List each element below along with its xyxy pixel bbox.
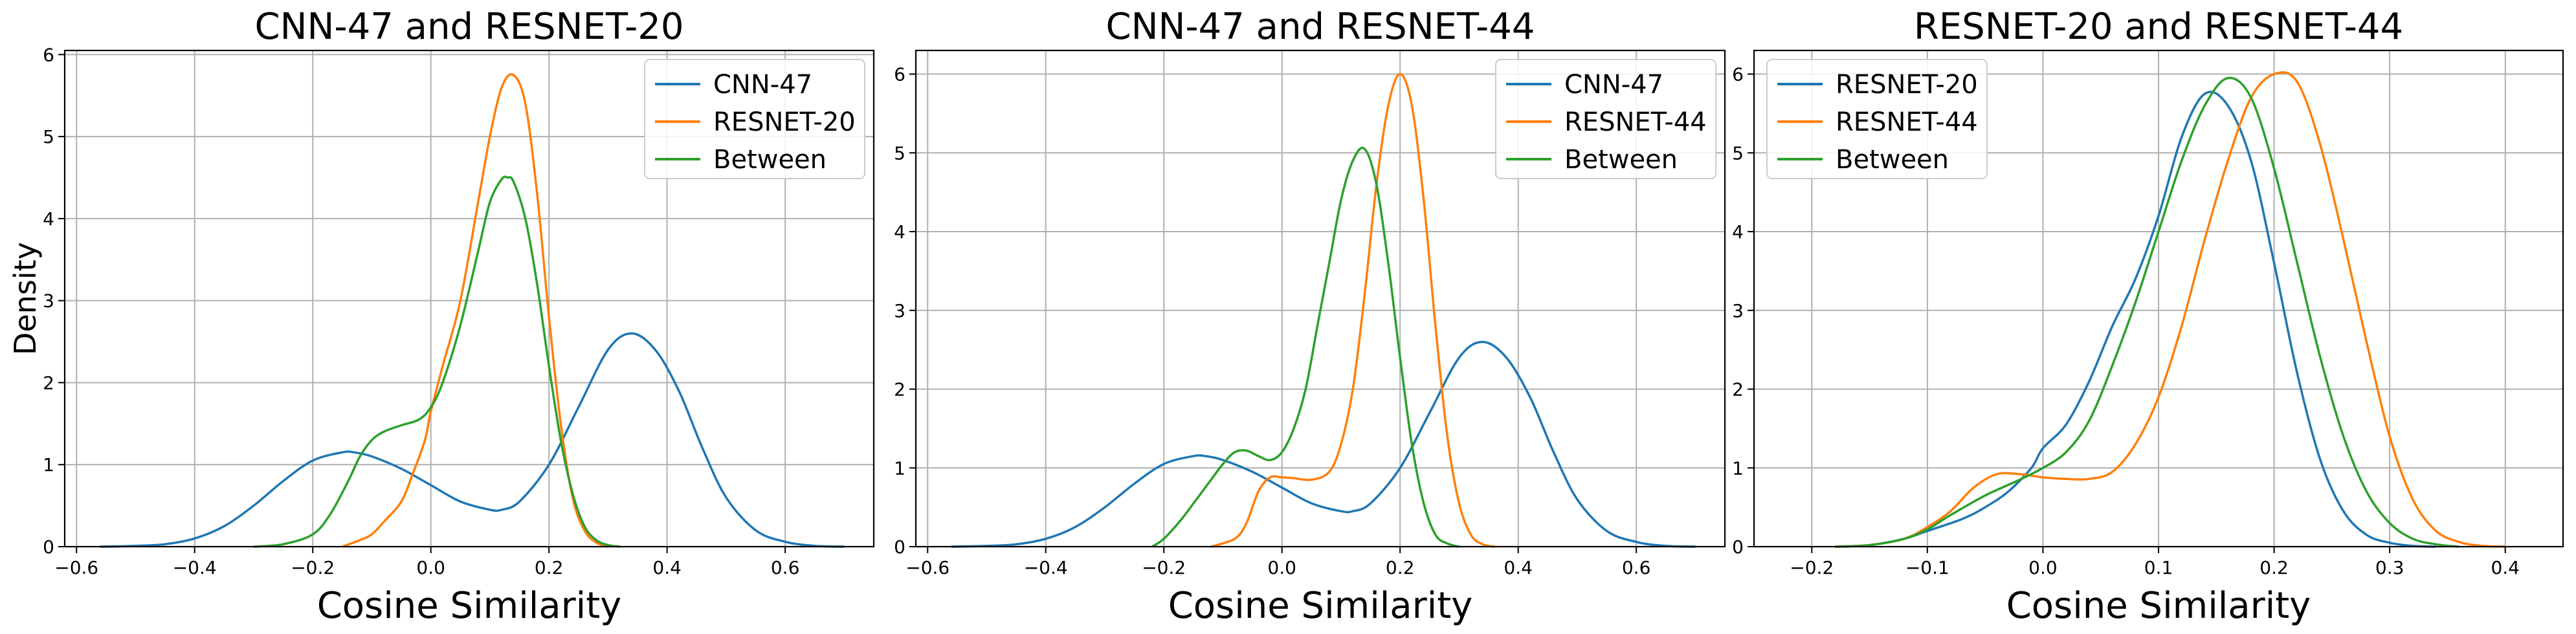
legend: CNN-47 RESNET-20 Between [644,59,865,179]
y-axis-label: Density [8,242,43,355]
series-line-between [1151,146,1460,548]
x-axis-label: Cosine Similarity [2006,585,2311,627]
x-tick-label: 0.4 [2491,557,2520,578]
chart-panel: −0.2 −0.1 0.0 0.1 0.2 0.3 0.4 0 1 2 3 4 5 6 RESNET-20 … [1732,6,2564,627]
legend-label: Between [713,145,827,175]
series-line-resnet-44 [1834,71,2505,548]
x-tick-label: −0.4 [173,557,217,578]
x-tick-label: 0.1 [2144,557,2173,578]
y-tick-label: 4 [894,221,905,243]
legend-box [1495,59,1716,179]
y-tick-label: 6 [1732,64,1744,85]
chart-panel: −0.6 −0.4 −0.2 0.0 0.2 0.4 0.6 0 1 2 3 4 5 6 CNN-47 an… [8,6,875,627]
y-tick-label: 1 [894,457,905,479]
y-tick-label: 4 [43,208,54,230]
x-tick-label: −0.4 [1024,557,1068,578]
legend-box [1766,59,1988,179]
x-tick-label: 0.6 [1622,557,1651,578]
legend: RESNET-20 RESNET-44 Between [1766,59,1988,179]
x-tick-label: 0.0 [2028,557,2058,578]
x-tick-label: 0.3 [2375,557,2404,578]
y-tick-label: 5 [1732,142,1744,164]
x-tick-label: 0.0 [416,557,445,578]
x-tick-label: −0.6 [54,557,98,578]
x-tick-label: 0.6 [771,557,800,578]
y-tick-label: 1 [1732,457,1744,479]
y-tick-label: 0 [43,536,54,558]
x-tick-label: −0.2 [291,557,335,578]
y-tick-label: 2 [1732,379,1744,400]
legend-box [644,59,865,179]
x-axis-label: Cosine Similarity [317,585,622,627]
chart-title: CNN-47 and RESNET-44 [1106,6,1535,48]
series-line-between [1834,76,2459,548]
series-line-between [253,175,620,548]
y-tick-label: 2 [43,372,54,393]
series-line-resnet-20 [1834,91,2436,548]
legend-label: RESNET-44 [1836,107,1978,137]
x-tick-label: 0.4 [652,557,682,578]
y-tick-label: 6 [43,44,54,65]
y-tick-label: 2 [894,379,905,400]
x-tick-label: 0.2 [535,557,564,578]
y-tick-label: 4 [1732,221,1744,243]
legend-label: RESNET-20 [713,107,856,137]
plot-frame [915,49,1726,548]
x-axis-label: Cosine Similarity [1168,585,1473,627]
series-line-cnn-47 [951,340,1696,548]
x-tick-label: 0.4 [1504,557,1533,578]
x-tick-label: −0.6 [905,557,949,578]
plot-frame [63,49,875,548]
y-tick-label: 0 [1732,536,1744,558]
x-tick-label: −0.2 [1790,557,1834,578]
y-tick-label: 3 [894,300,905,322]
legend-label: Between [1836,145,1949,175]
legend-label: RESNET-44 [1564,107,1707,137]
legend-label: CNN-47 [713,70,812,100]
y-tick-label: 0 [894,536,905,558]
x-tick-label: 0.0 [1267,557,1296,578]
legend: CNN-47 RESNET-44 Between [1495,59,1716,179]
y-tick-label: 5 [894,142,905,164]
legend-label: Between [1564,145,1678,175]
x-tick-label: 0.2 [1386,557,1415,578]
y-tick-label: 1 [43,454,54,476]
legend-label: CNN-47 [1564,70,1663,100]
x-tick-label: 0.2 [2260,557,2289,578]
y-tick-label: 5 [43,126,54,148]
x-tick-label: −0.1 [1905,557,1949,578]
chart-title: CNN-47 and RESNET-20 [255,6,684,48]
x-tick-label: −0.2 [1142,557,1186,578]
y-tick-label: 6 [894,64,905,85]
y-tick-label: 3 [43,290,54,312]
series-line-cnn-47 [100,332,845,548]
series-line-resnet-44 [1210,72,1495,548]
series-line-resnet-20 [342,73,609,548]
chart-panel: −0.6 −0.4 −0.2 0.0 0.2 0.4 0.6 0 1 2 3 4 5 6 CNN-47 an… [894,6,1726,627]
legend-label: RESNET-20 [1836,70,1978,100]
y-tick-label: 3 [1732,300,1744,322]
chart-title: RESNET-20 and RESNET-44 [1914,6,2403,48]
